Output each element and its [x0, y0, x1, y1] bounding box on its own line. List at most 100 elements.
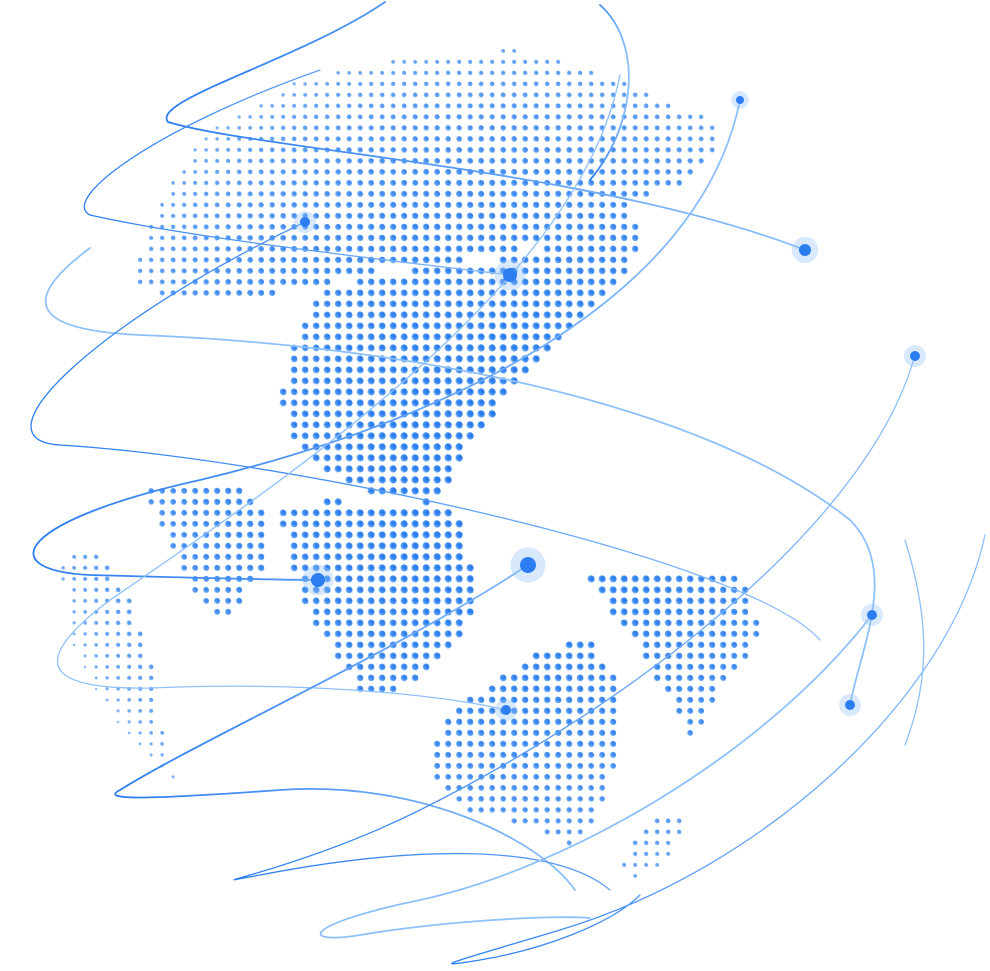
- land-dot: [170, 213, 176, 219]
- land-dot: [555, 796, 561, 802]
- land-dot: [510, 245, 518, 253]
- land-dot: [301, 421, 309, 429]
- land-dot: [302, 180, 308, 186]
- land-dot: [159, 730, 165, 736]
- land-dot: [345, 344, 353, 352]
- land-dot: [83, 632, 87, 636]
- land-dot: [279, 278, 287, 286]
- land-dot: [565, 311, 573, 319]
- land-dot: [313, 125, 319, 131]
- land-dot: [544, 70, 550, 76]
- land-dot: [323, 542, 331, 550]
- land-dot: [609, 740, 617, 748]
- land-dot: [378, 168, 386, 176]
- land-dot: [532, 201, 540, 209]
- land-dot: [389, 179, 397, 187]
- land-dot: [433, 762, 441, 770]
- land-dot: [675, 685, 683, 693]
- land-dot: [511, 81, 517, 87]
- land-dot: [412, 136, 418, 142]
- land-dot: [401, 136, 407, 142]
- land-dot: [71, 576, 77, 582]
- land-dot: [532, 223, 540, 231]
- land-dot: [433, 652, 441, 660]
- land-dot: [445, 70, 451, 76]
- land-dot: [488, 685, 496, 693]
- land-dot: [752, 630, 760, 638]
- land-dot: [422, 630, 430, 638]
- land-dot: [698, 136, 704, 142]
- land-dot: [335, 180, 341, 186]
- land-dot: [444, 245, 452, 253]
- land-dot: [290, 234, 298, 242]
- land-dot: [719, 619, 727, 627]
- land-dot: [323, 366, 331, 374]
- land-dot: [609, 608, 617, 616]
- land-dot: [334, 597, 342, 605]
- land-dot: [334, 619, 342, 627]
- land-dot: [367, 465, 375, 473]
- land-dot: [160, 742, 164, 746]
- land-dot: [444, 718, 452, 726]
- land-dot: [422, 256, 430, 264]
- land-dot: [598, 685, 606, 693]
- land-dot: [642, 608, 650, 616]
- land-dot: [390, 125, 396, 131]
- land-dot: [598, 762, 606, 770]
- land-dot: [290, 520, 298, 528]
- land-dot: [444, 311, 452, 319]
- land-dot: [422, 586, 430, 594]
- land-dot: [455, 432, 463, 440]
- land-dot: [389, 564, 397, 572]
- land-dot: [456, 114, 462, 120]
- land-dot: [565, 773, 573, 781]
- land-dot: [378, 520, 386, 528]
- land-dot: [719, 597, 727, 605]
- land-dot: [510, 201, 518, 209]
- land-dot: [543, 157, 551, 165]
- land-dot: [181, 268, 187, 274]
- land-dot: [423, 103, 429, 109]
- land-dot: [104, 609, 110, 615]
- land-dot: [643, 158, 649, 164]
- land-dot: [544, 796, 550, 802]
- land-dot: [257, 267, 265, 275]
- land-dot: [192, 246, 198, 252]
- land-dot: [433, 487, 441, 495]
- land-dot: [258, 169, 264, 175]
- land-dot: [301, 366, 309, 374]
- land-dot: [576, 201, 584, 209]
- land-dot: [400, 223, 408, 231]
- land-dot: [411, 190, 419, 198]
- land-dot: [411, 289, 419, 297]
- land-dot: [665, 114, 671, 120]
- land-dot: [554, 212, 562, 220]
- land-dot: [400, 311, 408, 319]
- land-dot: [302, 191, 308, 197]
- land-dot: [576, 740, 584, 748]
- land-dot: [565, 168, 573, 176]
- land-dot: [224, 608, 232, 616]
- land-dot: [433, 289, 441, 297]
- land-dot: [148, 675, 154, 681]
- land-dot: [499, 696, 507, 704]
- land-dot: [719, 663, 727, 671]
- land-dot: [94, 665, 98, 669]
- land-dot: [291, 191, 297, 197]
- land-dot: [741, 652, 749, 660]
- land-dot: [214, 279, 220, 285]
- land-dot: [323, 608, 331, 616]
- land-dot: [313, 92, 319, 98]
- land-dot: [642, 619, 650, 627]
- land-dot: [444, 465, 452, 473]
- land-dot: [323, 564, 331, 572]
- land-dot: [686, 707, 694, 715]
- land-dot: [257, 256, 265, 264]
- land-dot: [400, 443, 408, 451]
- land-dot: [521, 663, 529, 671]
- land-dot: [368, 81, 374, 87]
- land-dot: [148, 235, 154, 241]
- land-dot: [224, 289, 232, 297]
- land-dot: [312, 212, 320, 220]
- land-dot: [543, 234, 551, 242]
